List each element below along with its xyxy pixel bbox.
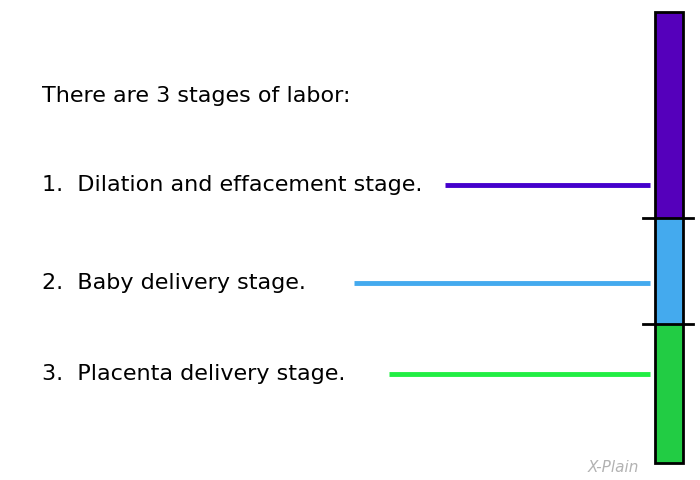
Text: 2.  Baby delivery stage.: 2. Baby delivery stage.	[42, 273, 306, 293]
Text: There are 3 stages of labor:: There are 3 stages of labor:	[42, 86, 351, 106]
Text: 1.  Dilation and effacement stage.: 1. Dilation and effacement stage.	[42, 175, 422, 195]
Bar	[654, 218, 682, 324]
Bar	[654, 324, 682, 463]
Text: X-Plain: X-Plain	[588, 460, 639, 476]
Bar	[654, 12, 682, 463]
Text: 3.  Placenta delivery stage.: 3. Placenta delivery stage.	[42, 364, 345, 384]
Bar	[654, 12, 682, 218]
